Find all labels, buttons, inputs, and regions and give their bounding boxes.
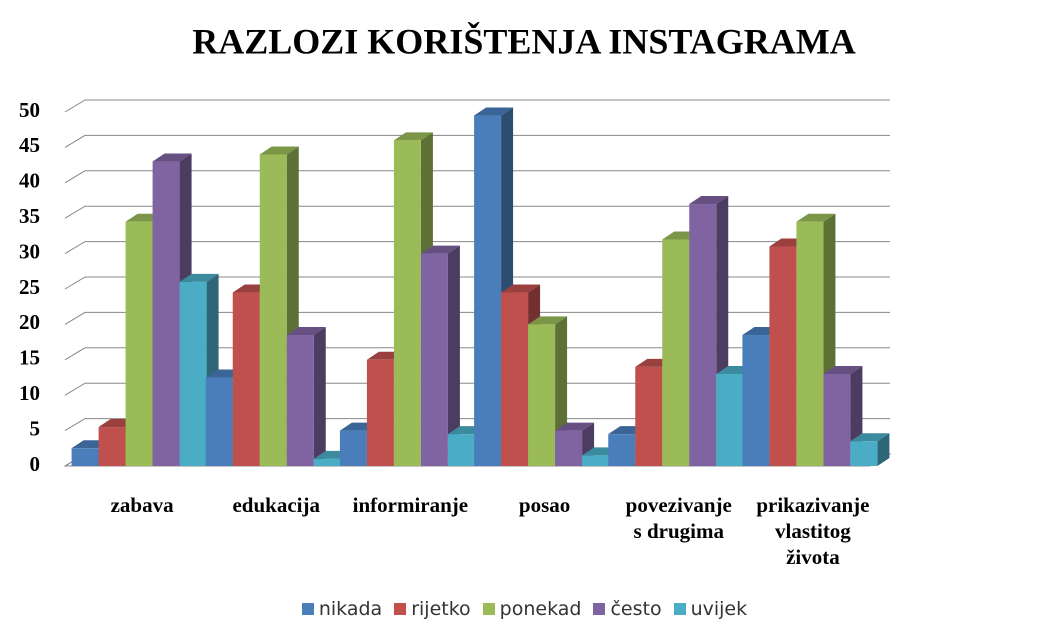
grid-line: [64, 205, 890, 219]
y-tick-label: 45: [19, 133, 40, 157]
y-tick-label: 0: [30, 452, 41, 476]
bar-front: [823, 373, 851, 466]
bar-front: [474, 115, 502, 466]
bar: [796, 213, 836, 466]
y-tick-label: 50: [19, 98, 40, 122]
bar-front: [71, 448, 99, 466]
x-tick-label: zabava: [110, 493, 174, 517]
grid-line: [64, 347, 890, 361]
grid-line: [64, 170, 890, 184]
y-tick-label: 25: [19, 275, 40, 299]
bar-front: [742, 335, 770, 466]
legend-label: rijetko: [411, 598, 471, 620]
bar-front: [125, 221, 153, 466]
y-tick-label: 35: [19, 204, 40, 228]
legend-item: uvijek: [673, 598, 748, 620]
legend-label: ponekad: [499, 598, 582, 620]
bar-top: [393, 132, 433, 141]
bar-top: [689, 196, 729, 205]
bar-front: [850, 441, 878, 466]
bar-side: [877, 433, 890, 466]
bar-front: [232, 292, 260, 466]
bar-top: [259, 146, 299, 155]
x-tick-label: prikazivanje vlastitog života: [756, 493, 870, 569]
legend-item: ponekad: [482, 598, 582, 620]
bar-top: [850, 433, 890, 442]
grid-line: [64, 382, 890, 396]
bar-front: [259, 154, 287, 467]
bar-front: [313, 458, 341, 466]
legend-swatch: [394, 603, 407, 615]
grid-line: [64, 241, 890, 255]
legend-label: nikada: [318, 598, 383, 620]
y-tick-label: 5: [30, 416, 41, 440]
legend-swatch: [301, 603, 314, 615]
bar-front: [286, 335, 314, 466]
bar-front: [555, 430, 583, 466]
y-tick-label: 15: [19, 346, 40, 370]
bar-side: [447, 245, 460, 466]
grid-line: [64, 311, 890, 325]
bar-top: [474, 107, 514, 116]
bar-front: [662, 239, 690, 466]
legend-swatch: [673, 603, 686, 615]
bar-front: [635, 366, 663, 466]
x-tick-label: informiranje: [352, 493, 469, 517]
bar-front: [98, 427, 126, 466]
bar: [393, 132, 433, 466]
bar: [850, 433, 890, 466]
bar-front: [582, 455, 610, 466]
grid-line: [64, 276, 890, 290]
x-tick-label: edukacija: [232, 493, 320, 517]
bar-front: [339, 430, 367, 466]
legend-item: često: [593, 598, 662, 620]
bar-front: [393, 140, 421, 466]
bar-top: [152, 153, 192, 162]
legend-item: rijetko: [394, 598, 471, 620]
bar-front: [689, 204, 717, 467]
bar-top: [823, 365, 863, 374]
y-tick-label: 30: [19, 239, 40, 263]
chart-title: RAZLOZI KORIŠTENJA INSTAGRAMA: [192, 21, 855, 61]
bar-top: [501, 284, 541, 293]
bar-front: [420, 253, 448, 466]
bar-front: [716, 373, 744, 466]
bar-top: [179, 273, 219, 282]
bar-top: [528, 316, 568, 325]
bar: [286, 327, 326, 466]
legend: nikada rijetko ponekad često uvijek: [0, 598, 1049, 620]
bar-top: [796, 213, 836, 222]
bar-front: [796, 221, 824, 466]
x-tick-label: povezivanje s drugima: [625, 493, 732, 543]
bar-front: [501, 292, 529, 466]
y-tick-label: 10: [19, 381, 40, 405]
x-tick-label: posao: [518, 493, 571, 517]
bar-front: [366, 359, 394, 466]
y-tick-label: 20: [19, 310, 40, 334]
bar-top: [420, 245, 460, 254]
bar-front: [608, 434, 636, 466]
bar-front: [152, 161, 180, 466]
bar-side: [313, 327, 326, 466]
bar-front: [179, 281, 207, 466]
legend-label: uvijek: [690, 598, 748, 620]
grid-line: [64, 134, 890, 148]
legend-label: često: [610, 598, 662, 620]
bar: [420, 245, 460, 466]
legend-swatch: [482, 603, 495, 615]
grid-line: [64, 418, 890, 432]
bar-front: [769, 246, 797, 466]
grid-line: [64, 99, 890, 113]
legend-swatch: [593, 603, 606, 615]
bar-front: [205, 377, 233, 466]
legend-item: nikada: [301, 598, 383, 620]
bar: [555, 422, 595, 466]
bar-top: [555, 422, 595, 431]
bar-front: [528, 324, 556, 466]
bar-front: [447, 434, 475, 466]
y-tick-label: 40: [19, 169, 40, 193]
bar-top: [286, 327, 326, 336]
